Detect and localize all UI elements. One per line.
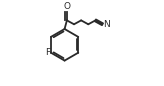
Text: O: O <box>63 2 70 11</box>
Text: N: N <box>103 20 110 29</box>
Text: F: F <box>45 48 50 57</box>
